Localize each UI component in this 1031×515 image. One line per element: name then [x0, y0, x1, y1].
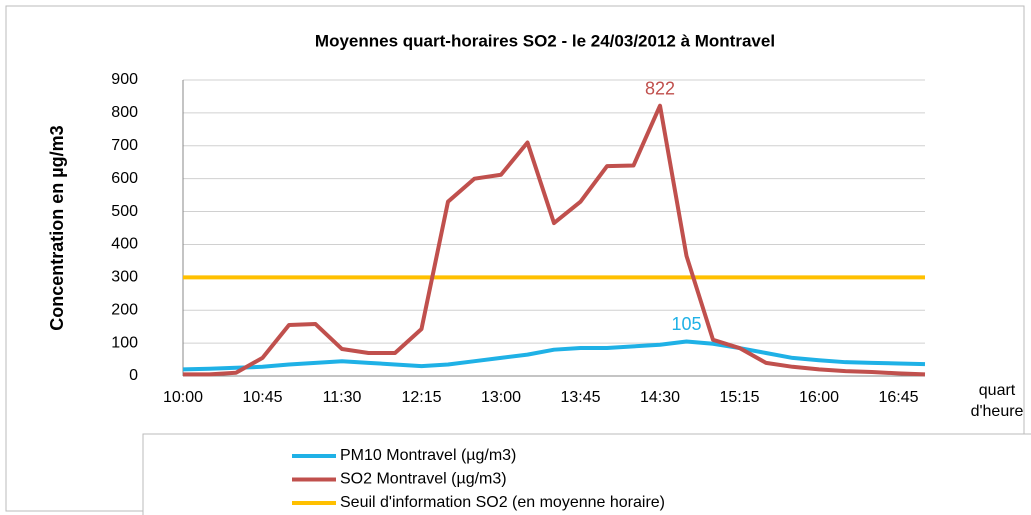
series-line — [183, 103, 926, 377]
x-tick-label: 14:30 — [640, 389, 680, 406]
x-tick-label: 12:15 — [401, 389, 441, 406]
y-tick-label: 800 — [111, 104, 138, 121]
legend-label: PM10 Montravel (µg/m3) — [340, 447, 516, 464]
y-tick-label: 400 — [111, 236, 138, 253]
legend-label: SO2 Montravel (µg/m3) — [340, 471, 507, 488]
data-label: 822 — [645, 78, 675, 98]
y-axis-label: Concentration en µg/m3 — [47, 125, 67, 330]
x-tick-label: 10:00 — [163, 389, 203, 406]
y-tick-label: 0 — [129, 367, 138, 384]
x-tick-label: 16:00 — [799, 389, 839, 406]
legend-box — [142, 433, 1031, 515]
chart-title: Moyennes quart-horaires SO2 - le 24/03/2… — [315, 31, 775, 50]
x-tick-label: 11:30 — [323, 389, 362, 406]
y-tick-label: 700 — [111, 137, 138, 154]
y-tick-label: 300 — [111, 269, 138, 286]
x-tick-label: 15:15 — [719, 389, 759, 406]
x-axis-label: quart d'heure — [970, 382, 1024, 420]
series-line — [182, 339, 926, 372]
y-tick-label: 900 — [111, 71, 138, 88]
x-tick-label: 10:45 — [242, 389, 282, 406]
data-label: 105 — [671, 314, 701, 334]
y-tick-label: 500 — [111, 203, 138, 220]
x-tick-label: 13:00 — [481, 389, 521, 406]
y-tick-label: 200 — [111, 301, 138, 318]
y-tick-label: 100 — [111, 334, 138, 351]
y-tick-label: 600 — [111, 170, 138, 187]
legend-label: Seuil d'information SO2 (en moyenne hora… — [340, 494, 665, 511]
x-tick-label: 16:45 — [878, 389, 918, 406]
x-tick-label: 13:45 — [560, 389, 600, 406]
